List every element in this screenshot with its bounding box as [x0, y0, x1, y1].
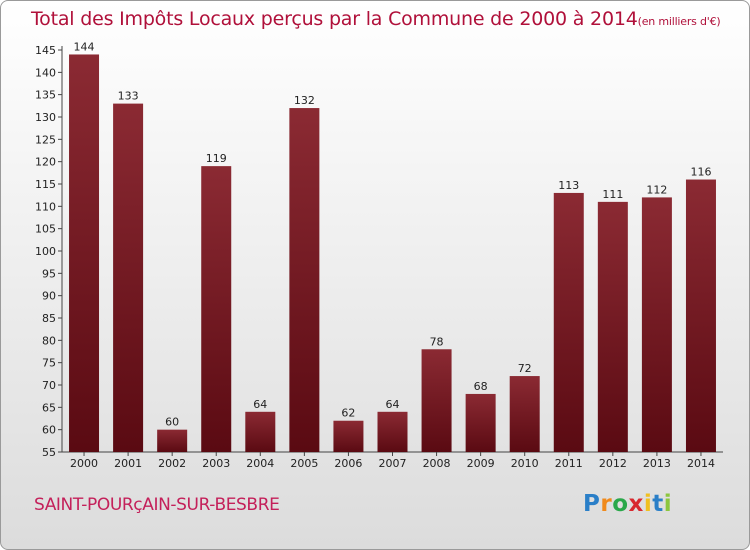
chart-bars: 144 133 60 119 64 132 62 64 78 68 72 113 111 112 116 [69, 40, 716, 453]
y-tick-label: 135 [35, 89, 56, 102]
x-tick-label-2013: 2013 [643, 457, 671, 470]
bar-value-label-2014: 116 [690, 166, 711, 179]
logo-letter: o [612, 491, 629, 517]
bar-2013 [641, 197, 672, 452]
x-tick-label-2004: 2004 [246, 457, 274, 470]
x-tick-label-2002: 2002 [158, 457, 186, 470]
y-tick-label: 70 [42, 379, 56, 392]
x-tick-label-2003: 2003 [202, 457, 230, 470]
y-tick-label: 115 [35, 178, 56, 191]
y-tick-label: 100 [35, 245, 56, 258]
bar-value-label-2011: 113 [558, 179, 579, 192]
bar-value-label-2003: 119 [206, 152, 227, 165]
logo-letter: i [663, 491, 673, 517]
x-tick-label-2000: 2000 [70, 457, 98, 470]
commune-name: SAINT-POURçAIN-SUR-BESBRE [34, 495, 280, 515]
x-tick-label-2008: 2008 [423, 457, 451, 470]
chart-title: Total des Impôts Locaux perçus par la Co… [31, 8, 721, 30]
logo-letter: r [600, 491, 613, 517]
y-tick-label: 90 [42, 290, 56, 303]
bar-2004 [245, 411, 276, 452]
bar-2008 [421, 349, 452, 452]
y-tick-label: 80 [42, 334, 56, 347]
bar-2011 [553, 192, 584, 452]
bar-2007 [377, 411, 408, 452]
bar-value-label-2009: 68 [474, 380, 488, 393]
logo-letter: P [583, 491, 601, 517]
bar-2012 [597, 201, 628, 452]
bar-value-label-2007: 64 [386, 398, 400, 411]
y-tick-label: 145 [35, 44, 56, 57]
bar-2014 [685, 179, 716, 453]
x-tick-label-2012: 2012 [599, 457, 627, 470]
y-tick-label: 130 [35, 111, 56, 124]
proxiti-logo: Proxiti [583, 491, 672, 517]
x-tick-label-2014: 2014 [687, 457, 715, 470]
chart-title-unit: (en milliers d'€) [637, 15, 721, 28]
bar-value-label-2004: 64 [253, 398, 267, 411]
bar-value-label-2006: 62 [341, 407, 355, 420]
y-tick-label: 125 [35, 133, 56, 146]
bar-value-label-2001: 133 [118, 90, 139, 103]
bar-2001 [113, 103, 144, 452]
x-tick-label-2007: 2007 [379, 457, 407, 470]
bar-2005 [289, 108, 320, 453]
bar-value-label-2013: 112 [646, 183, 667, 196]
chart-title-text: Total des Impôts Locaux perçus par la Co… [31, 8, 638, 30]
x-tick-label-2001: 2001 [114, 457, 142, 470]
y-tick-label: 60 [42, 424, 56, 437]
bar-value-label-2005: 132 [294, 94, 315, 107]
x-tick-label-2006: 2006 [334, 457, 362, 470]
y-tick-label: 65 [42, 401, 56, 414]
x-tick-label-2005: 2005 [290, 457, 318, 470]
y-tick-label: 120 [35, 156, 56, 169]
bar-2002 [157, 429, 188, 452]
y-tick-label: 105 [35, 223, 56, 236]
x-tick-label-2010: 2010 [511, 457, 539, 470]
bar-2010 [509, 376, 540, 452]
y-tick-label: 85 [42, 312, 56, 325]
y-tick-label: 95 [42, 267, 56, 280]
logo-letter: x [628, 491, 644, 517]
logo-letter: t [652, 491, 664, 517]
bar-2009 [465, 393, 496, 452]
y-tick-label: 110 [35, 200, 56, 213]
bar-value-label-2012: 111 [602, 188, 623, 201]
bar-value-label-2000: 144 [74, 40, 95, 53]
bar-value-label-2008: 78 [430, 335, 444, 348]
bar-2000 [69, 54, 100, 452]
y-tick-label: 55 [42, 446, 56, 459]
bar-value-label-2002: 60 [165, 416, 179, 429]
y-tick-label: 75 [42, 357, 56, 370]
bar-2006 [333, 420, 364, 452]
logo-letter: i [643, 491, 653, 517]
bar-value-label-2010: 72 [518, 362, 532, 375]
x-tick-label-2009: 2009 [467, 457, 495, 470]
y-tick-label: 140 [35, 66, 56, 79]
bar-2003 [201, 166, 232, 452]
x-tick-label-2011: 2011 [555, 457, 583, 470]
